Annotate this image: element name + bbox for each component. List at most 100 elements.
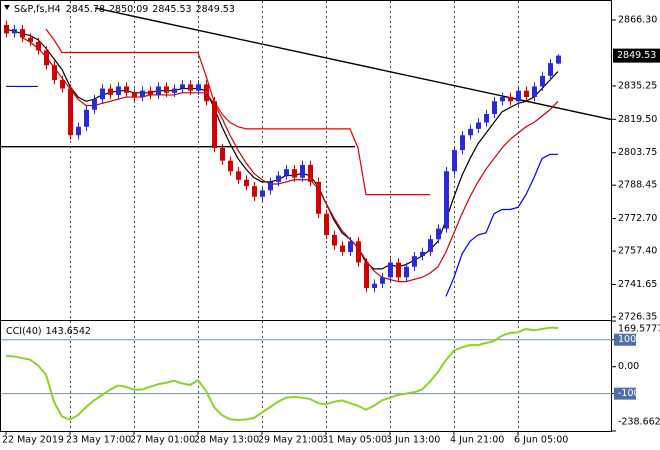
ohlc-high: 2850.09 — [109, 4, 148, 15]
candle-body — [540, 75, 545, 87]
y-tick-label: 2788.45 — [618, 180, 657, 191]
candle-body — [36, 41, 41, 51]
y-tick-label: 2835.25 — [618, 80, 657, 91]
candle-body — [300, 164, 305, 178]
candle-body — [220, 147, 225, 161]
candle-body — [356, 241, 361, 263]
candle-body — [276, 175, 281, 182]
y-tick-label: 100 — [618, 334, 636, 345]
candle-body — [332, 234, 337, 246]
y-tick-label: 169.5777 — [618, 324, 660, 335]
candle-body — [116, 86, 121, 95]
indicator-line — [5, 28, 559, 270]
chart-header: S&P,fs,H4 2845.78 2850.09 2845.53 2849.53 — [14, 4, 235, 15]
candle-body — [372, 283, 377, 288]
x-tick-label: 4 Jun 21:00 — [450, 435, 504, 446]
candle-body — [204, 84, 209, 102]
price-label-box — [613, 48, 660, 63]
candle-body — [4, 24, 9, 34]
cci-title: CCI(40) — [6, 326, 42, 337]
x-tick-label: 31 May 05:00 — [322, 435, 387, 446]
candle-body — [148, 90, 153, 95]
x-tick-label: 22 May 2019 — [2, 435, 64, 446]
candle-body — [500, 97, 505, 102]
x-tick-label: 27 May 01:00 — [130, 435, 195, 446]
candle-body — [444, 171, 449, 229]
y-tick-label: 2866.30 — [618, 15, 657, 26]
candle-body — [348, 241, 353, 252]
candle-body — [60, 80, 65, 89]
candle-body — [92, 99, 97, 110]
candle-body — [396, 262, 401, 278]
level-label-box — [614, 387, 636, 400]
candle-body — [20, 29, 25, 38]
candle-body — [108, 88, 113, 95]
candle-body — [236, 171, 241, 180]
candle-body — [548, 63, 553, 76]
candle-body — [324, 213, 329, 235]
candle-body — [556, 55, 561, 64]
candle-body — [340, 245, 345, 252]
ohlc-low: 2845.53 — [152, 4, 191, 15]
candle-body — [188, 84, 193, 91]
candle-body — [308, 164, 313, 182]
candle-body — [364, 262, 369, 288]
cci-value: 143.6542 — [46, 326, 91, 337]
candle-body — [532, 86, 537, 98]
candle-body — [428, 239, 433, 252]
indicator-line — [21, 37, 559, 283]
candle-body — [44, 50, 49, 66]
candle-body — [172, 88, 177, 93]
cci-header: CCI(40) 143.6542 — [6, 326, 91, 337]
x-tick-label: 3 Jun 13:00 — [386, 435, 440, 446]
candle-body — [76, 126, 81, 136]
candle-body — [476, 122, 481, 129]
candle-body — [124, 86, 129, 93]
candle-body — [460, 135, 465, 151]
candle-body — [68, 88, 73, 136]
candle-body — [284, 169, 289, 176]
menu-arrow — [4, 5, 10, 10]
candle-body — [508, 97, 513, 102]
y-tick-label: 0.00 — [618, 361, 639, 372]
candle-body — [516, 90, 521, 102]
candle-body — [28, 37, 33, 42]
ohlc-open: 2845.78 — [66, 4, 105, 15]
level-label-box — [614, 333, 636, 346]
candle-body — [452, 150, 457, 172]
y-tick-label: 2726.35 — [618, 311, 657, 322]
price-label: 2849.53 — [617, 50, 656, 61]
ohlc-close: 2849.53 — [196, 4, 235, 15]
candle-body — [164, 86, 169, 93]
candle-body — [132, 92, 137, 98]
indicator-line — [445, 153, 558, 297]
candle-body — [420, 251, 425, 257]
y-tick-label: 2819.50 — [618, 114, 657, 125]
candle-body — [388, 262, 393, 278]
candle-body — [196, 84, 201, 91]
candle-body — [380, 277, 385, 284]
candle-body — [268, 181, 273, 191]
candle-body — [244, 179, 249, 187]
candle-body — [228, 160, 233, 172]
candle-body — [436, 228, 441, 240]
candle-body — [468, 128, 473, 136]
y-tick-label: 2757.40 — [618, 246, 657, 257]
y-tick-label: 2803.75 — [618, 147, 657, 158]
candle-body — [52, 65, 57, 81]
candle-body — [412, 256, 417, 267]
candle-body — [12, 29, 17, 34]
y-tick-label: 2772.70 — [618, 213, 657, 224]
x-tick-label: 6 Jun 05:00 — [514, 435, 568, 446]
candle-body — [252, 186, 257, 197]
cci-line — [5, 326, 559, 422]
y-tick-label: -238.6625 — [618, 417, 660, 428]
candle-body — [260, 190, 265, 197]
chart-frame — [0, 0, 612, 432]
candle-body — [292, 169, 297, 178]
candle-body — [84, 109, 89, 127]
x-tick-label: 23 May 17:00 — [66, 435, 131, 446]
candle-body — [316, 181, 321, 214]
x-tick-label: 28 May 13:00 — [194, 435, 259, 446]
